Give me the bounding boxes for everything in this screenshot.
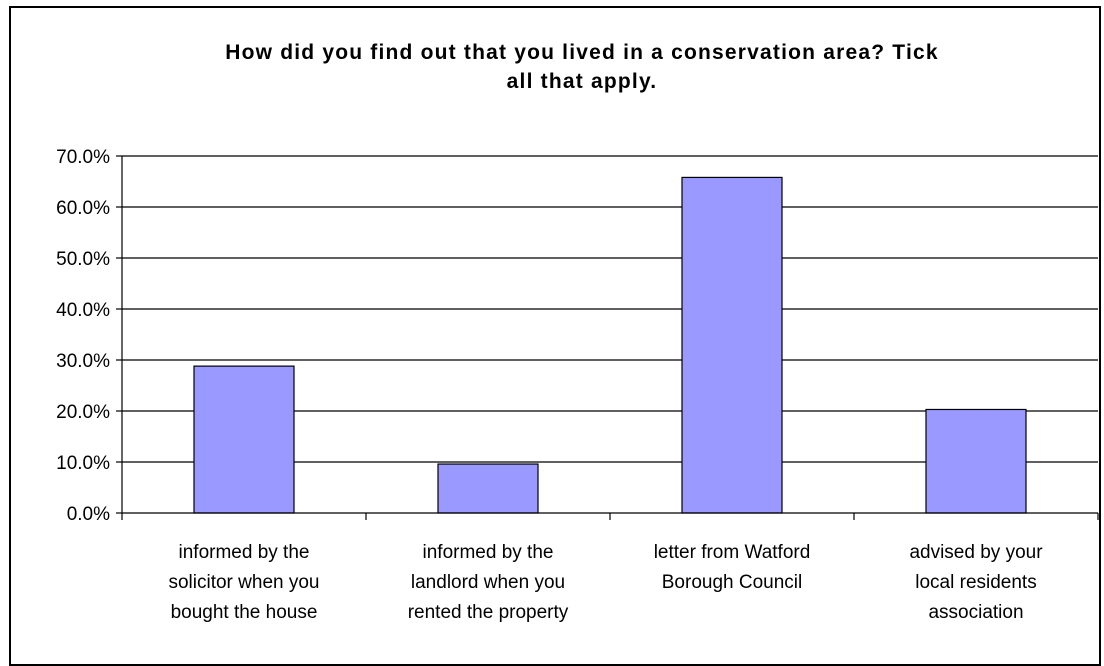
x-category-label-line: informed by the xyxy=(423,542,554,563)
x-category-label: informed by the landlord when you rented t… xyxy=(408,542,569,623)
bar xyxy=(925,408,1027,514)
y-tick-label: 60.0% xyxy=(56,198,110,219)
bar xyxy=(437,463,539,514)
x-category-label: informed by the solicitor when you bought … xyxy=(168,542,319,623)
chart-title: How did you find out that you lived in a… xyxy=(225,41,939,93)
x-category-label-line: solicitor when you xyxy=(168,572,319,593)
bar xyxy=(681,176,783,514)
x-category-label: advised by your local residents associatio… xyxy=(909,542,1043,623)
x-category-label-line: advised by your xyxy=(909,542,1043,563)
bars xyxy=(193,176,1027,514)
x-category-label-line: letter from Watford xyxy=(654,542,811,563)
x-category-label-line: rented the property xyxy=(408,602,569,623)
y-tick-label: 50.0% xyxy=(56,249,110,270)
y-tick-label: 40.0% xyxy=(56,300,110,321)
y-tick-labels: 0.0% 10.0% 20.0% 30.0% 40.0% 50.0% 60.0% 70.0% xyxy=(56,147,110,525)
x-category-label: letter from Watford Borough Council xyxy=(654,542,811,593)
x-category-labels: informed by the solicitor when you bought … xyxy=(168,542,1043,623)
y-tick-label: 70.0% xyxy=(56,147,110,168)
chart-frame xyxy=(9,6,1101,666)
axes xyxy=(116,155,1099,520)
bar xyxy=(193,365,295,514)
bar-chart: 0.0%10.0%20.0%30.0%40.0%50.0%60.0%70.0% … xyxy=(56,147,1099,623)
x-category-label-line: local residents xyxy=(915,572,1036,593)
y-tick-label: 0.0% xyxy=(67,504,110,525)
y-tick-label: 30.0% xyxy=(56,351,110,372)
x-category-label-line: landlord when you xyxy=(411,572,565,593)
x-category-label-line: Borough Council xyxy=(662,572,802,593)
x-category-label-line: association xyxy=(928,602,1023,623)
y-tick-label: 10.0% xyxy=(56,453,110,474)
y-tick-label: 20.0% xyxy=(56,402,110,423)
x-category-label-line: bought the house xyxy=(171,602,318,623)
x-category-label-line: informed by the xyxy=(179,542,310,563)
